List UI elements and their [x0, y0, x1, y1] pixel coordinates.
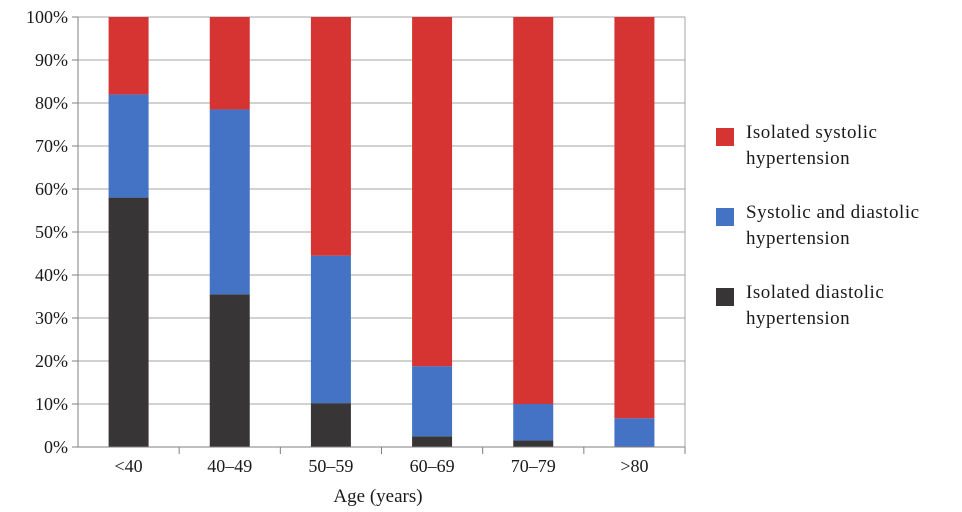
- bar-segment: [108, 197, 149, 447]
- gridlines: [72, 16, 686, 454]
- legend-swatch: [716, 288, 734, 306]
- bar-segment: [412, 366, 453, 437]
- x-tick-label: 50–59: [308, 456, 353, 476]
- bar-segment: [108, 94, 149, 198]
- legend-label: Isolated systolic hypertension: [746, 122, 878, 169]
- bar-segment: [614, 418, 655, 447]
- y-tick-labels: 0% 10% 20% 30% 40% 50% 60% 70% 80% 90% 100%: [26, 7, 68, 457]
- x-tick-label: 40–49: [207, 456, 252, 476]
- bar-segment: [310, 17, 351, 256]
- x-tick-label: 70–79: [511, 456, 556, 476]
- legend-swatch: [716, 208, 734, 226]
- y-tick-label: 100%: [26, 7, 68, 27]
- y-tick-label: 0%: [44, 437, 68, 457]
- bar-segment: [513, 17, 554, 404]
- bar-segment: [310, 255, 351, 404]
- bar-segment: [209, 294, 250, 447]
- y-tick-label: 90%: [35, 50, 68, 70]
- legend-item: Systolic and diastolic hypertension: [716, 200, 956, 258]
- y-tick-label: 20%: [35, 351, 68, 371]
- y-tick-label: 50%: [35, 222, 68, 242]
- y-tick-label: 40%: [35, 265, 68, 285]
- y-tick-label: 80%: [35, 93, 68, 113]
- x-tick-label: >80: [620, 456, 648, 476]
- axes: [77, 17, 686, 448]
- legend-item: Isolated systolic hypertension: [716, 120, 956, 178]
- bar-segment: [310, 403, 351, 447]
- bar-segment: [412, 436, 453, 447]
- legend-swatch: [716, 128, 734, 146]
- bar-segment: [513, 404, 554, 441]
- bar-segment: [108, 17, 149, 95]
- x-tick-label: <40: [115, 456, 143, 476]
- bar-segment: [513, 440, 554, 447]
- bars: [108, 17, 655, 447]
- legend-item: Isolated diastolic hypertension: [716, 280, 956, 338]
- y-tick-label: 60%: [35, 179, 68, 199]
- y-tick-label: 70%: [35, 136, 68, 156]
- bar-segment: [412, 17, 453, 367]
- y-tick-label: 30%: [35, 308, 68, 328]
- legend-label: Isolated diastolic hypertension: [746, 282, 885, 329]
- bar-segment: [209, 109, 250, 295]
- legend-label: Systolic and diastolic hypertension: [746, 202, 920, 249]
- y-tick-label: 10%: [35, 394, 68, 414]
- bar-segment: [209, 17, 250, 110]
- legend: Isolated systolic hypertension Systolic an…: [716, 120, 956, 360]
- x-axis-title: Age (years): [333, 486, 422, 507]
- x-tick-label: 60–69: [410, 456, 455, 476]
- bar-segment: [614, 17, 655, 419]
- x-tick-labels: <40 40–49 50–59 60–69 70–79 >80: [115, 456, 649, 476]
